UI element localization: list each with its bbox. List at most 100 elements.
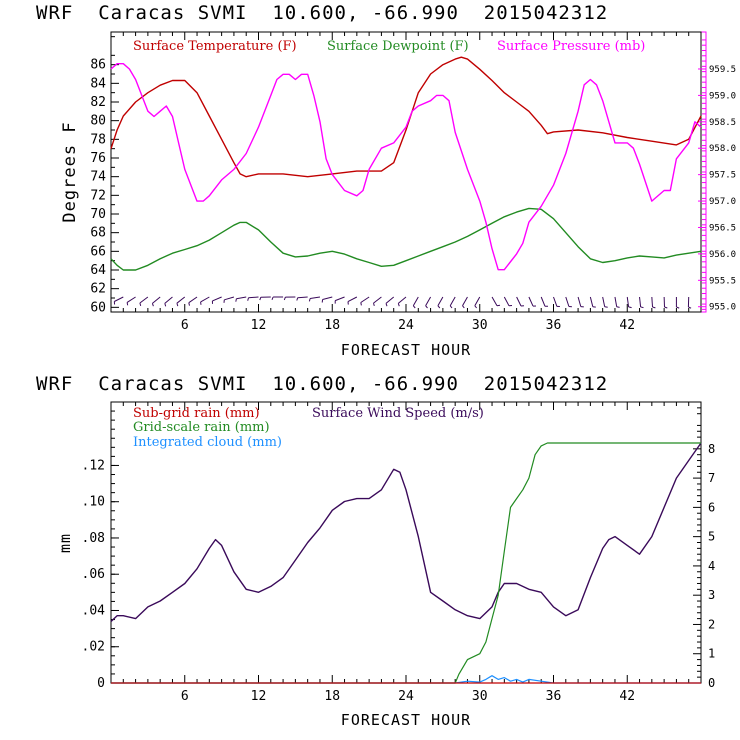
top-ticks: 6 12 18 24 30 36 42 60 62 64 66 68 70 72 74 76 78 80 82 84 8… <box>90 32 736 333</box>
wind-barb <box>114 296 124 302</box>
wind-barb <box>462 296 468 306</box>
top-y-tick-label: 64 <box>90 263 106 278</box>
top-y2-tick-label: 958.0 <box>709 144 736 154</box>
wind-barb <box>126 296 136 303</box>
bottom-y2-tick-label: 6 <box>708 500 715 514</box>
wind-barb-flag <box>474 305 477 309</box>
wind-barb <box>200 296 210 303</box>
bottom-y-tick-label: .02 <box>82 640 105 655</box>
wind-barb-flag <box>139 302 142 307</box>
wind-barb <box>540 296 546 307</box>
top-y2-tick-label: 958.5 <box>709 118 736 128</box>
top-y-tick-label: 70 <box>90 207 106 222</box>
legend-surface-dewpoint: Surface Dewpoint (F) <box>327 39 469 54</box>
top-pressure-axis-frame <box>110 31 707 313</box>
wind-barb-flag <box>385 303 388 307</box>
legend-grid-scale-rain: Grid-scale rain (mm) <box>133 420 270 435</box>
wind-barb-flag <box>425 305 428 309</box>
bottom-y2-tick-label: 1 <box>708 647 715 661</box>
top-x-tick-label: 36 <box>546 318 562 333</box>
top-plot-frame <box>110 31 702 313</box>
pressure-line <box>110 63 702 271</box>
top-y-tick-label: 72 <box>90 188 106 203</box>
legend-surface-temperature: Surface Temperature (F) <box>133 39 297 54</box>
wind-barb <box>236 296 247 300</box>
bottom-y2-tick-label: 0 <box>708 676 715 690</box>
wind-speed-line <box>110 442 702 623</box>
wind-barb-flag <box>271 296 274 300</box>
wind-barb <box>188 296 198 304</box>
bottom-y-axis-label: mm <box>56 533 74 553</box>
wind-barb <box>425 296 432 306</box>
legend-subgrid-rain: Sub-grid rain (mm) <box>133 406 260 421</box>
wind-barb <box>602 296 606 307</box>
top-y2-tick-label: 955.0 <box>709 303 736 313</box>
top-y-tick-label: 60 <box>90 300 106 315</box>
bottom-x-tick-label: 6 <box>181 689 189 704</box>
top-x-tick-label: 30 <box>472 318 488 333</box>
wind-barb-flag <box>437 305 441 309</box>
wind-barb <box>212 296 222 302</box>
legend-surface-wind-speed: Surface Wind Speed (m/s) <box>312 406 484 421</box>
bottom-x-tick-label: 36 <box>546 689 562 704</box>
wind-barb <box>385 296 395 304</box>
temperature-line <box>110 56 702 178</box>
grid-scale-rain-line <box>111 442 701 684</box>
dewpoint-line <box>110 207 702 271</box>
wind-barb <box>360 296 370 303</box>
top-chart-title: WRF Caracas SVMI 10.600, -66.990 2015042… <box>36 2 608 24</box>
top-y2-tick-label: 955.5 <box>709 276 736 286</box>
wind-barb <box>503 296 510 307</box>
wind-barb <box>565 296 570 307</box>
wind-barb-flag <box>360 302 362 306</box>
wind-barb-flag <box>151 303 154 307</box>
wind-barb <box>474 296 481 306</box>
wind-barb <box>248 296 259 299</box>
wind-barb <box>639 296 642 307</box>
top-y-tick-label: 62 <box>90 282 106 297</box>
wind-barb <box>491 296 498 306</box>
top-y2-tick-label: 959.5 <box>709 65 736 75</box>
wind-barb-flag <box>676 306 680 309</box>
top-y2-tick-label: 959.0 <box>709 91 736 101</box>
wind-barb <box>614 296 618 307</box>
wind-barb <box>335 296 345 302</box>
wind-barb <box>152 296 161 304</box>
wind-barb-flag <box>664 306 668 309</box>
top-x-tick-label: 6 <box>181 318 189 333</box>
wind-barb-flag <box>296 297 299 301</box>
wind-barb <box>528 296 534 307</box>
wind-barbs-row <box>113 296 692 309</box>
wind-barb <box>553 296 558 307</box>
bottom-chart-title: WRF Caracas SVMI 10.600, -66.990 2015042… <box>36 373 608 395</box>
wind-barb-flag <box>412 305 416 309</box>
top-panel: WRF Caracas SVMI 10.600, -66.990 2015042… <box>36 2 736 359</box>
wind-barb-flag <box>496 304 501 307</box>
wind-barb <box>139 296 149 304</box>
wind-barb-flag <box>235 298 237 302</box>
top-y-tick-label: 86 <box>90 58 106 73</box>
wind-barb-flag <box>462 305 465 309</box>
wind-barb-flag <box>652 306 656 309</box>
bottom-y-tick-label: .08 <box>82 531 105 546</box>
wind-barb <box>577 296 582 307</box>
wind-barb-flag <box>640 306 644 309</box>
bottom-series-group <box>110 442 702 684</box>
top-y-tick-label: 80 <box>90 114 106 129</box>
wind-barb <box>164 296 173 304</box>
top-y-tick-label: 78 <box>90 132 106 147</box>
wind-barb <box>347 296 358 303</box>
top-y-axis-label: Degrees F <box>60 121 80 222</box>
top-x-tick-label: 42 <box>619 318 635 333</box>
wind-barb <box>176 296 186 304</box>
wind-barb-flag <box>283 296 286 301</box>
wind-barb-flag <box>449 305 453 309</box>
wind-barb <box>449 296 456 306</box>
legend-integrated-cloud: Integrated cloud (mm) <box>133 435 282 450</box>
top-y-tick-label: 84 <box>90 76 106 91</box>
wind-barb-flag <box>688 306 692 309</box>
top-y-tick-label: 66 <box>90 244 106 259</box>
bottom-y-tick-label: .12 <box>82 458 105 473</box>
bottom-y-tick-label: 0 <box>97 676 105 691</box>
